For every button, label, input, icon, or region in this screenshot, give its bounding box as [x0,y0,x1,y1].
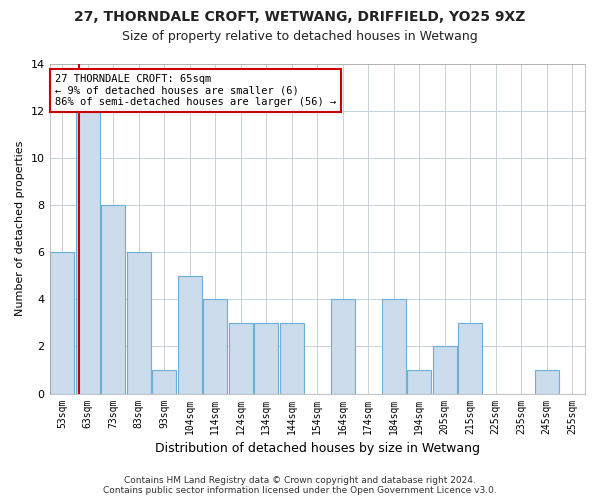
Bar [178,276,202,394]
Bar [535,370,559,394]
Bar [280,323,304,394]
Bar [152,370,176,394]
Bar [101,205,125,394]
Bar [382,300,406,394]
Bar [254,323,278,394]
Text: 27, THORNDALE CROFT, WETWANG, DRIFFIELD, YO25 9XZ: 27, THORNDALE CROFT, WETWANG, DRIFFIELD,… [74,10,526,24]
Bar [331,300,355,394]
Text: Contains HM Land Registry data © Crown copyright and database right 2024.
Contai: Contains HM Land Registry data © Crown c… [103,476,497,495]
Y-axis label: Number of detached properties: Number of detached properties [15,141,25,316]
Bar [407,370,431,394]
Bar [127,252,151,394]
X-axis label: Distribution of detached houses by size in Wetwang: Distribution of detached houses by size … [155,442,480,455]
Bar [229,323,253,394]
Bar [458,323,482,394]
Bar [50,252,74,394]
Bar [76,111,100,394]
Text: 27 THORNDALE CROFT: 65sqm
← 9% of detached houses are smaller (6)
86% of semi-de: 27 THORNDALE CROFT: 65sqm ← 9% of detach… [55,74,336,107]
Bar [203,300,227,394]
Text: Size of property relative to detached houses in Wetwang: Size of property relative to detached ho… [122,30,478,43]
Bar [433,346,457,394]
